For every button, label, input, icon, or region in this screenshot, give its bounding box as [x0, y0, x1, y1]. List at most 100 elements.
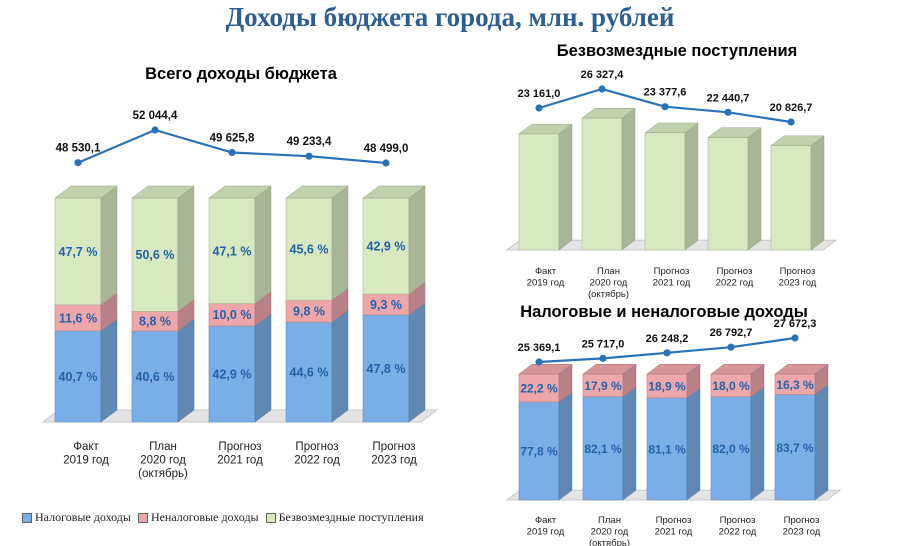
category-label: Прогноз 2023 год [779, 266, 817, 289]
data-label: 50,6 % [136, 248, 175, 262]
data-label: 82,1 % [584, 442, 622, 456]
line-value-label: 49 625,8 [210, 133, 255, 145]
data-label: 42,9 % [213, 367, 252, 381]
legend-label: Неналоговые доходы [150, 510, 259, 524]
data-label: 40,7 % [59, 370, 98, 384]
bar-segment [518, 123, 573, 251]
category-label: Прогноз 2021 год [655, 515, 693, 538]
data-label: 9,8 % [293, 305, 325, 319]
category-label: Прогноз 2022 год [716, 266, 754, 289]
line-point [382, 159, 390, 167]
data-label: 77,8 % [520, 444, 558, 458]
category-label: Прогноз 2022 год [294, 441, 340, 467]
bar-segment [774, 384, 829, 501]
line-point [787, 118, 795, 126]
data-label: 18,9 % [648, 379, 686, 393]
bar-segment [131, 185, 195, 312]
bar-segment [646, 387, 701, 501]
chart-title-total: Всего доходы бюджета [145, 65, 338, 83]
bar-segment [362, 281, 426, 316]
legend-label: Налоговые доходы [35, 510, 131, 524]
line-point [535, 104, 543, 112]
line-point [724, 108, 732, 116]
category-label: Прогноз 2021 год [653, 266, 691, 289]
data-label: 42,9 % [367, 240, 406, 254]
line-value-label: 26 327,4 [581, 69, 625, 81]
bar-segment [770, 135, 825, 251]
data-label: 45,6 % [290, 243, 329, 257]
data-label: 47,1 % [213, 244, 252, 258]
category-label: Прогноз 2021 год [217, 441, 263, 467]
line-point [535, 358, 543, 366]
bar-segment [285, 309, 349, 423]
bar-segment [646, 363, 701, 399]
line-point [727, 343, 735, 351]
data-label: 22,2 % [520, 381, 558, 395]
bar-segment [54, 318, 118, 423]
legend-label: Безвозмездные поступления [278, 510, 424, 524]
line-value-label: 27 672,3 [774, 318, 817, 330]
bar-segment [710, 386, 765, 501]
line-value-label: 52 044,4 [133, 110, 178, 122]
line-value-label: 48 499,0 [364, 143, 409, 155]
line-point [791, 334, 799, 342]
bar-segment [518, 363, 573, 403]
category-label: Факт 2019 год [527, 515, 565, 538]
bar-segment [707, 127, 762, 251]
chart-1: Факт 2019 год План 2020 год (октябрь) Прогноз… [505, 69, 838, 300]
line-value-label: 25 369,1 [518, 342, 561, 354]
line-point [151, 126, 159, 134]
line-point [74, 159, 82, 167]
data-label: 8,8 % [139, 315, 171, 329]
data-label: 18,0 % [712, 379, 750, 393]
chart-title-free: Безвозмездные поступления [557, 42, 798, 60]
category-label: Факт 2019 год [527, 266, 565, 289]
bar-segment [285, 185, 349, 301]
category-label: План 2020 год (октябрь) [588, 266, 629, 300]
legend-swatch [265, 513, 276, 524]
data-label: 17,9 % [584, 379, 622, 393]
data-label: 9,3 % [370, 298, 402, 312]
bar-segment [710, 363, 765, 398]
chart-title-taxes: Налоговые и неналоговые доходы [520, 303, 808, 321]
line-point [599, 354, 607, 362]
category-label: План 2020 год (октябрь) [589, 515, 630, 546]
line-value-label: 49 233,4 [287, 136, 332, 148]
line-value-label: 23 377,6 [644, 87, 687, 99]
legend-item: Неналоговые доходы [137, 510, 259, 525]
bar-segment [208, 291, 272, 327]
data-label: 47,8 % [367, 362, 406, 376]
line-point [598, 85, 606, 93]
bar-segment [582, 363, 637, 398]
bar-segment [54, 292, 118, 332]
bar-segment [208, 185, 272, 305]
bar-segment [285, 287, 349, 323]
chart-0: 40,7 % 11,6 % 47,7 % Факт 2019 год 40,6 % 8,8 … [41, 110, 439, 480]
bar-segment [208, 313, 272, 423]
line-value-label: 25 717,0 [582, 338, 625, 350]
category-label: Прогноз 2022 год [719, 515, 757, 538]
legend-item: Налоговые доходы [22, 510, 131, 525]
bar-segment [54, 185, 118, 306]
bar-segment [581, 107, 636, 251]
line-value-label: 48 530,1 [56, 143, 101, 155]
line-point [228, 148, 236, 157]
data-label: 82,0 % [712, 442, 750, 456]
data-label: 47,7 % [59, 245, 98, 259]
data-label: 10,0 % [213, 308, 252, 322]
data-label: 40,6 % [136, 370, 175, 384]
category-label: Прогноз 2023 год [371, 441, 417, 467]
legend-swatch [137, 513, 148, 524]
legend: Налоговые доходы Неналоговые доходы Безвоз… [22, 510, 431, 525]
line-value-label: 26 792,7 [710, 327, 753, 339]
category-label: Факт 2019 год [63, 441, 109, 467]
category-label: Прогноз 2023 год [783, 515, 821, 538]
line-point [305, 152, 313, 160]
data-label: 83,7 % [776, 441, 814, 455]
data-label: 16,3 % [776, 378, 814, 392]
line-value-label: 26 248,2 [646, 333, 689, 345]
line-value-label: 23 161,0 [518, 88, 561, 100]
page-title: Доходы бюджета города, млн. рублей [225, 2, 675, 32]
legend-item: Безвозмездные поступления [265, 510, 424, 525]
